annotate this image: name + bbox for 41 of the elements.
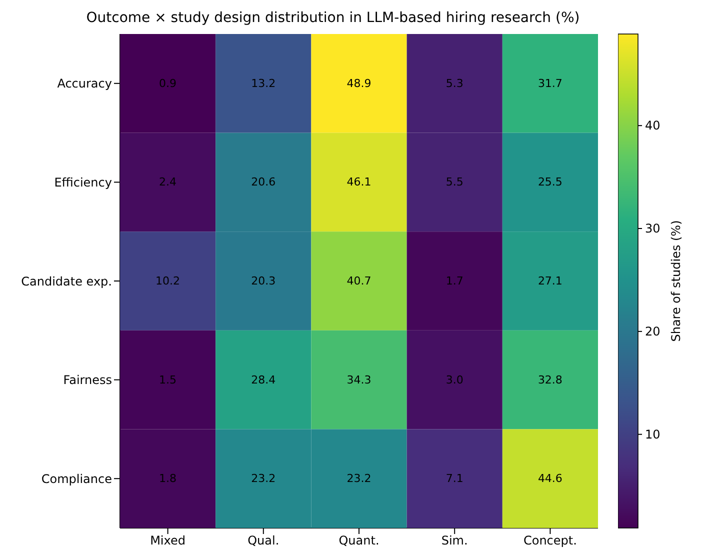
data-label: 20.6 [251, 176, 276, 189]
x-tick-label: Concept. [523, 534, 577, 548]
data-label: 27.1 [538, 274, 562, 288]
data-label: 5.3 [446, 76, 464, 90]
color-bar-title: Share of studies (%) [669, 220, 683, 342]
y-tick-label: Candidate exp. [21, 274, 112, 288]
x-tick-label: Mixed [150, 534, 186, 548]
data-label: 20.3 [251, 274, 276, 288]
color-bar-label: 20 [645, 324, 660, 338]
data-label: 5.5 [446, 176, 464, 189]
x-tick-label: Sim. [441, 534, 468, 548]
data-label: 34.3 [346, 373, 372, 386]
data-label: 1.8 [159, 472, 177, 486]
chart-title: Outcome × study design distribution in LLM-based hiring research (%) [85, 10, 581, 26]
data-label: 44.6 [538, 472, 562, 486]
data-label: 31.7 [538, 76, 562, 90]
data-label: 2.4 [159, 176, 177, 189]
y-tick-label: Fairness [63, 373, 112, 388]
data-label: 25.5 [538, 176, 562, 189]
data-label: 40.7 [346, 274, 372, 288]
data-label: 13.2 [251, 76, 276, 90]
data-label: 28.4 [251, 373, 276, 386]
data-label: 1.5 [159, 373, 177, 386]
data-label: 7.1 [446, 472, 464, 486]
data-label: 23.2 [346, 472, 372, 486]
data-label: 32.8 [538, 373, 562, 386]
data-label: 48.9 [346, 76, 372, 90]
x-tick-label: Qual. [248, 534, 280, 548]
x-tick-label: Quant. [338, 534, 380, 548]
data-label: 23.2 [251, 472, 276, 486]
y-tick-label: Accuracy [57, 76, 112, 91]
data-label: 46.1 [346, 176, 372, 189]
data-label: 1.7 [446, 274, 464, 288]
y-tick-label: Efficiency [54, 175, 112, 190]
data-label: 3.0 [446, 373, 464, 386]
color-bar-label: 10 [645, 427, 660, 442]
data-label: 10.2 [156, 274, 180, 288]
y-tick-label: Compliance [41, 472, 112, 486]
color-bar-label: 30 [645, 222, 660, 236]
data-label: 0.9 [159, 76, 177, 90]
color-bar-label: 40 [645, 118, 660, 133]
